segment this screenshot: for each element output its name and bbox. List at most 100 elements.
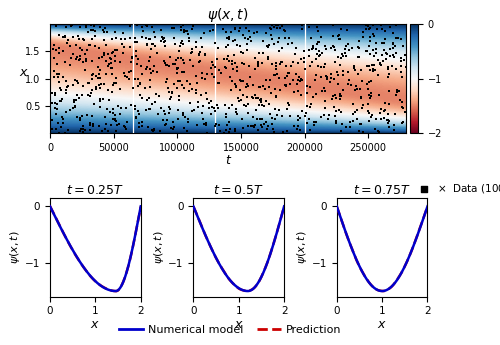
Point	[260, 104, 268, 109]
Point	[358, 34, 366, 39]
Point	[174, 78, 182, 83]
Point	[256, 98, 264, 104]
Point	[278, 59, 285, 65]
Point	[95, 82, 103, 88]
Point	[270, 25, 278, 30]
Point	[366, 51, 374, 57]
Point	[161, 122, 169, 128]
Point	[142, 23, 150, 29]
Point	[262, 98, 270, 104]
X-axis label: $x$: $x$	[377, 318, 387, 331]
Point	[298, 77, 306, 83]
Point	[370, 22, 378, 28]
Point	[249, 95, 257, 101]
Point	[366, 78, 374, 83]
Point	[312, 56, 320, 62]
Point	[161, 61, 169, 66]
Point	[374, 129, 382, 135]
Point	[366, 95, 374, 101]
Point	[82, 56, 90, 61]
Point	[66, 55, 74, 60]
Point	[288, 63, 296, 69]
Point	[85, 42, 93, 48]
Point	[326, 112, 334, 118]
Point	[120, 70, 128, 76]
Point	[52, 23, 60, 29]
Point	[76, 53, 84, 59]
Point	[136, 81, 144, 87]
Point	[78, 113, 86, 119]
Point	[161, 39, 169, 44]
Point	[76, 45, 84, 50]
Point	[334, 70, 342, 75]
Point	[96, 97, 104, 102]
Point	[138, 95, 146, 100]
Point	[384, 120, 392, 126]
Point	[111, 53, 119, 59]
Point	[76, 118, 84, 123]
Point	[102, 59, 110, 64]
Point	[264, 123, 272, 129]
Point	[146, 36, 154, 41]
Point	[398, 104, 406, 110]
Point	[328, 96, 336, 102]
Point	[367, 91, 375, 96]
Point	[244, 94, 252, 100]
Point	[372, 47, 380, 52]
Point	[131, 104, 139, 109]
Point	[298, 26, 306, 32]
Point	[336, 97, 344, 102]
Point	[64, 127, 72, 133]
Point	[352, 83, 360, 89]
Point	[366, 25, 374, 30]
Point	[377, 22, 385, 28]
Point	[122, 74, 130, 79]
Point	[56, 98, 64, 104]
Point	[363, 63, 371, 69]
Point	[88, 76, 96, 82]
Point	[120, 123, 128, 129]
Point	[143, 43, 151, 48]
Point	[184, 119, 192, 125]
Point	[302, 110, 310, 116]
Point	[212, 121, 220, 127]
Point	[74, 33, 82, 38]
Point	[282, 63, 290, 69]
Point	[397, 59, 405, 64]
Point	[123, 119, 131, 125]
Point	[268, 36, 276, 42]
Point	[81, 51, 89, 57]
Point	[168, 90, 176, 95]
Point	[76, 117, 84, 123]
Point	[230, 53, 238, 58]
Point	[60, 130, 68, 136]
Point	[163, 117, 171, 123]
Point	[154, 93, 162, 99]
Point	[168, 90, 176, 96]
Point	[203, 71, 211, 77]
Point	[236, 77, 244, 83]
Point	[344, 81, 352, 87]
Point	[384, 66, 392, 71]
Point	[118, 42, 126, 47]
Point	[201, 76, 209, 82]
Point	[316, 52, 324, 58]
Point	[170, 81, 178, 87]
Point	[102, 122, 110, 127]
Point	[88, 27, 96, 32]
Point	[110, 117, 118, 123]
Point	[62, 24, 70, 30]
Point	[401, 109, 409, 115]
Point	[60, 60, 68, 65]
Point	[192, 44, 200, 50]
Point	[350, 63, 358, 69]
Point	[392, 23, 400, 28]
Point	[254, 95, 262, 101]
Point	[331, 92, 339, 97]
Point	[86, 80, 94, 86]
Point	[166, 89, 173, 95]
Point	[255, 102, 263, 107]
Point	[354, 55, 362, 60]
Point	[174, 116, 182, 122]
Point	[146, 85, 154, 90]
